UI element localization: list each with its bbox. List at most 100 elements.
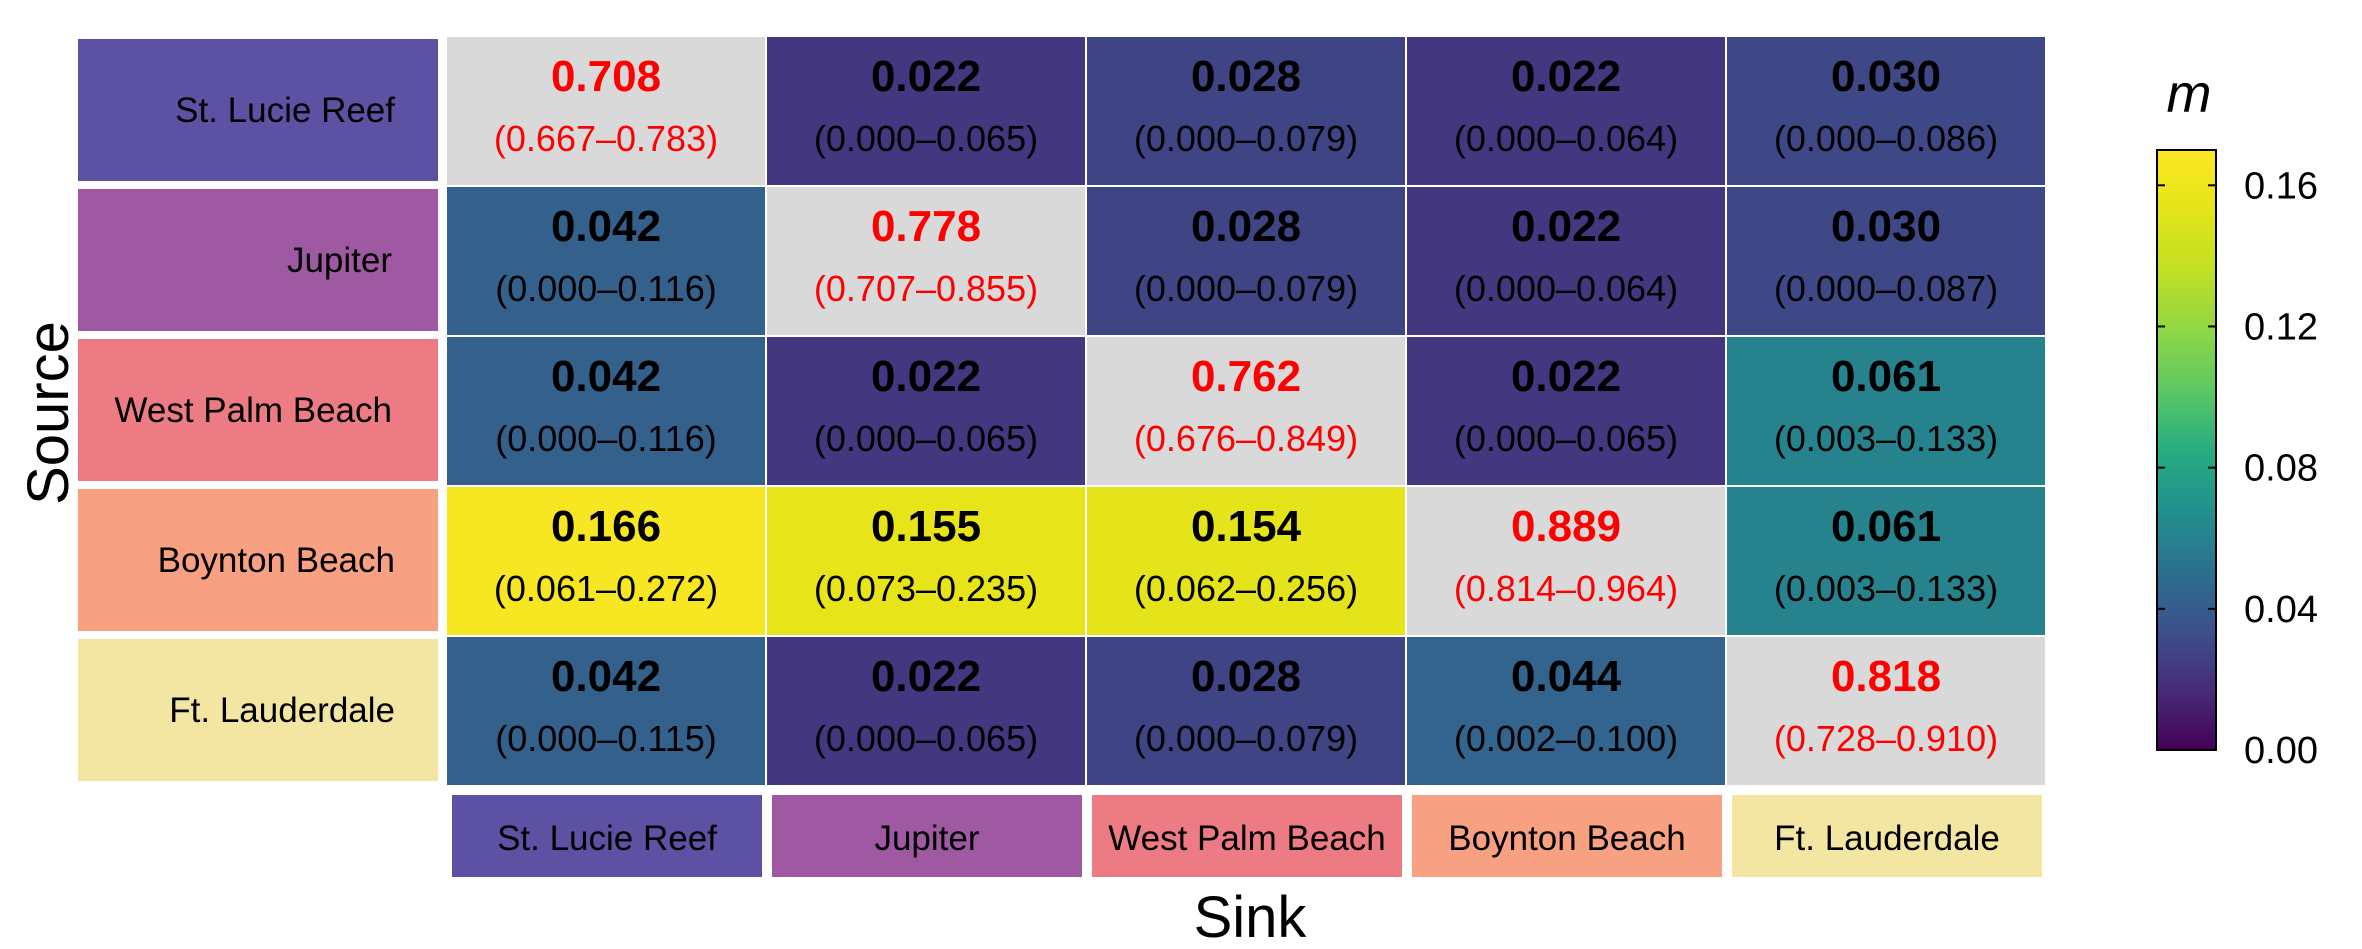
- colorbar-title: m: [2167, 64, 2212, 124]
- cell-rect: [1727, 637, 2045, 785]
- colorbar-tick-label: 0.08: [2244, 448, 2318, 490]
- cell-interval: (0.000–0.116): [495, 418, 717, 459]
- heatmap-cell: 0.042 (0.000–0.116): [447, 337, 765, 485]
- cell-interval: (0.000–0.087): [1774, 268, 1998, 309]
- cell-value: 0.022: [1511, 202, 1621, 251]
- heatmap-cells: 0.708 (0.667–0.783) 0.022 (0.000–0.065) 0.02…: [447, 37, 2045, 785]
- cell-interval: (0.667–0.783): [494, 118, 718, 159]
- sink-label: Ft. Lauderdale: [1732, 795, 2042, 877]
- sink-label-swatch: [1732, 795, 2042, 877]
- sink-label: Jupiter: [772, 795, 1082, 877]
- cell-rect: [767, 637, 1085, 785]
- cell-rect: [447, 637, 765, 785]
- cell-value: 0.042: [551, 652, 661, 701]
- cell-value: 0.030: [1831, 52, 1941, 101]
- cell-rect: [1087, 37, 1405, 185]
- source-label-swatch: [78, 639, 438, 781]
- cell-value: 0.030: [1831, 202, 1941, 251]
- cell-interval: (0.000–0.116): [495, 268, 717, 309]
- cell-rect: [447, 187, 765, 335]
- cell-value: 0.022: [871, 52, 981, 101]
- sink-label-swatch: [772, 795, 1082, 877]
- cell-interval: (0.000–0.086): [1774, 118, 1998, 159]
- heatmap-cell: 0.154 (0.062–0.256): [1087, 487, 1405, 635]
- cell-value: 0.028: [1191, 202, 1301, 251]
- cell-rect: [1727, 337, 2045, 485]
- heatmap-cell: 0.030 (0.000–0.086): [1727, 37, 2045, 185]
- colorbar-tick-label: 0.00: [2244, 730, 2318, 772]
- cell-interval: (0.814–0.964): [1454, 568, 1678, 609]
- source-label-swatch: [78, 339, 438, 481]
- cell-value: 0.778: [871, 202, 981, 251]
- cell-rect: [1727, 187, 2045, 335]
- cell-rect: [1407, 187, 1725, 335]
- cell-value: 0.708: [551, 52, 661, 101]
- source-labels: St. Lucie Reef Jupiter West Palm Beach Boyn…: [78, 39, 438, 781]
- cell-value: 0.028: [1191, 652, 1301, 701]
- cell-interval: (0.000–0.065): [814, 718, 1038, 759]
- heatmap-cell: 0.022 (0.000–0.064): [1407, 37, 1725, 185]
- heatmap-cell: 0.042 (0.000–0.116): [447, 187, 765, 335]
- sink-label-text: West Palm Beach: [1108, 819, 1386, 858]
- cell-value: 0.818: [1831, 652, 1941, 701]
- cell-interval: (0.728–0.910): [1774, 718, 1998, 759]
- cell-rect: [767, 37, 1085, 185]
- cell-interval: (0.000–0.065): [814, 418, 1038, 459]
- cell-rect: [1087, 637, 1405, 785]
- sink-label-text: Jupiter: [874, 819, 979, 858]
- cell-value: 0.155: [871, 502, 981, 551]
- cell-value: 0.762: [1191, 352, 1301, 401]
- cell-rect: [447, 37, 765, 185]
- cell-interval: (0.707–0.855): [814, 268, 1038, 309]
- heatmap-cell: 0.030 (0.000–0.087): [1727, 187, 2045, 335]
- source-label: Boynton Beach: [78, 489, 438, 631]
- sink-label: St. Lucie Reef: [452, 795, 762, 877]
- cell-interval: (0.002–0.100): [1454, 718, 1678, 759]
- cell-value: 0.022: [1511, 52, 1621, 101]
- heatmap-cell: 0.708 (0.667–0.783): [447, 37, 765, 185]
- cell-value: 0.154: [1191, 502, 1302, 551]
- cell-interval: (0.073–0.235): [814, 568, 1038, 609]
- cell-interval: (0.000–0.065): [1454, 418, 1678, 459]
- source-label: St. Lucie Reef: [78, 39, 438, 181]
- heatmap-cell: 0.028 (0.000–0.079): [1087, 37, 1405, 185]
- colorbar-tick-label: 0.12: [2244, 306, 2318, 348]
- heatmap-cell: 0.061 (0.003–0.133): [1727, 337, 2045, 485]
- cell-interval: (0.061–0.272): [494, 568, 718, 609]
- source-label-text: Jupiter: [287, 241, 392, 280]
- source-label: Ft. Lauderdale: [78, 639, 438, 781]
- heatmap-cell: 0.022 (0.000–0.065): [767, 337, 1085, 485]
- sink-label-text: Ft. Lauderdale: [1774, 819, 2000, 858]
- cell-value: 0.028: [1191, 52, 1301, 101]
- cell-rect: [1727, 487, 2045, 635]
- y-axis-title: Source: [16, 321, 81, 505]
- source-label-text: St. Lucie Reef: [175, 91, 395, 130]
- sink-label-text: St. Lucie Reef: [497, 819, 717, 858]
- heatmap-cell: 0.022 (0.000–0.064): [1407, 187, 1725, 335]
- heatmap-cell: 0.762 (0.676–0.849): [1087, 337, 1405, 485]
- colorbar: m 0.00 0.04 0.08 0.12 0.16: [2156, 64, 2318, 772]
- cell-value: 0.042: [551, 352, 661, 401]
- heatmap-cell: 0.166 (0.061–0.272): [447, 487, 765, 635]
- heatmap-cell: 0.022 (0.000–0.065): [767, 637, 1085, 785]
- source-label: Jupiter: [78, 189, 438, 331]
- sink-label: Boynton Beach: [1412, 795, 1722, 877]
- cell-value: 0.022: [871, 352, 981, 401]
- heatmap-cell: 0.044 (0.002–0.100): [1407, 637, 1725, 785]
- sink-label-swatch: [1092, 795, 1402, 877]
- cell-interval: (0.000–0.079): [1134, 118, 1358, 159]
- cell-interval: (0.676–0.849): [1134, 418, 1358, 459]
- sink-labels: St. Lucie Reef Jupiter West Palm Beach Boyn…: [452, 795, 2042, 877]
- cell-value: 0.061: [1831, 502, 1941, 551]
- cell-value: 0.042: [551, 202, 661, 251]
- cell-rect: [1727, 37, 2045, 185]
- heatmap-cell: 0.042 (0.000–0.115): [447, 637, 765, 785]
- x-axis-title: Sink: [1194, 885, 1308, 944]
- cell-value: 0.889: [1511, 502, 1621, 551]
- cell-value: 0.022: [871, 652, 981, 701]
- heatmap-cell: 0.022 (0.000–0.065): [1407, 337, 1725, 485]
- heatmap-cell: 0.778 (0.707–0.855): [767, 187, 1085, 335]
- sink-label-swatch: [1412, 795, 1722, 877]
- source-label: West Palm Beach: [78, 339, 438, 481]
- colorbar-tick-label: 0.16: [2244, 165, 2318, 207]
